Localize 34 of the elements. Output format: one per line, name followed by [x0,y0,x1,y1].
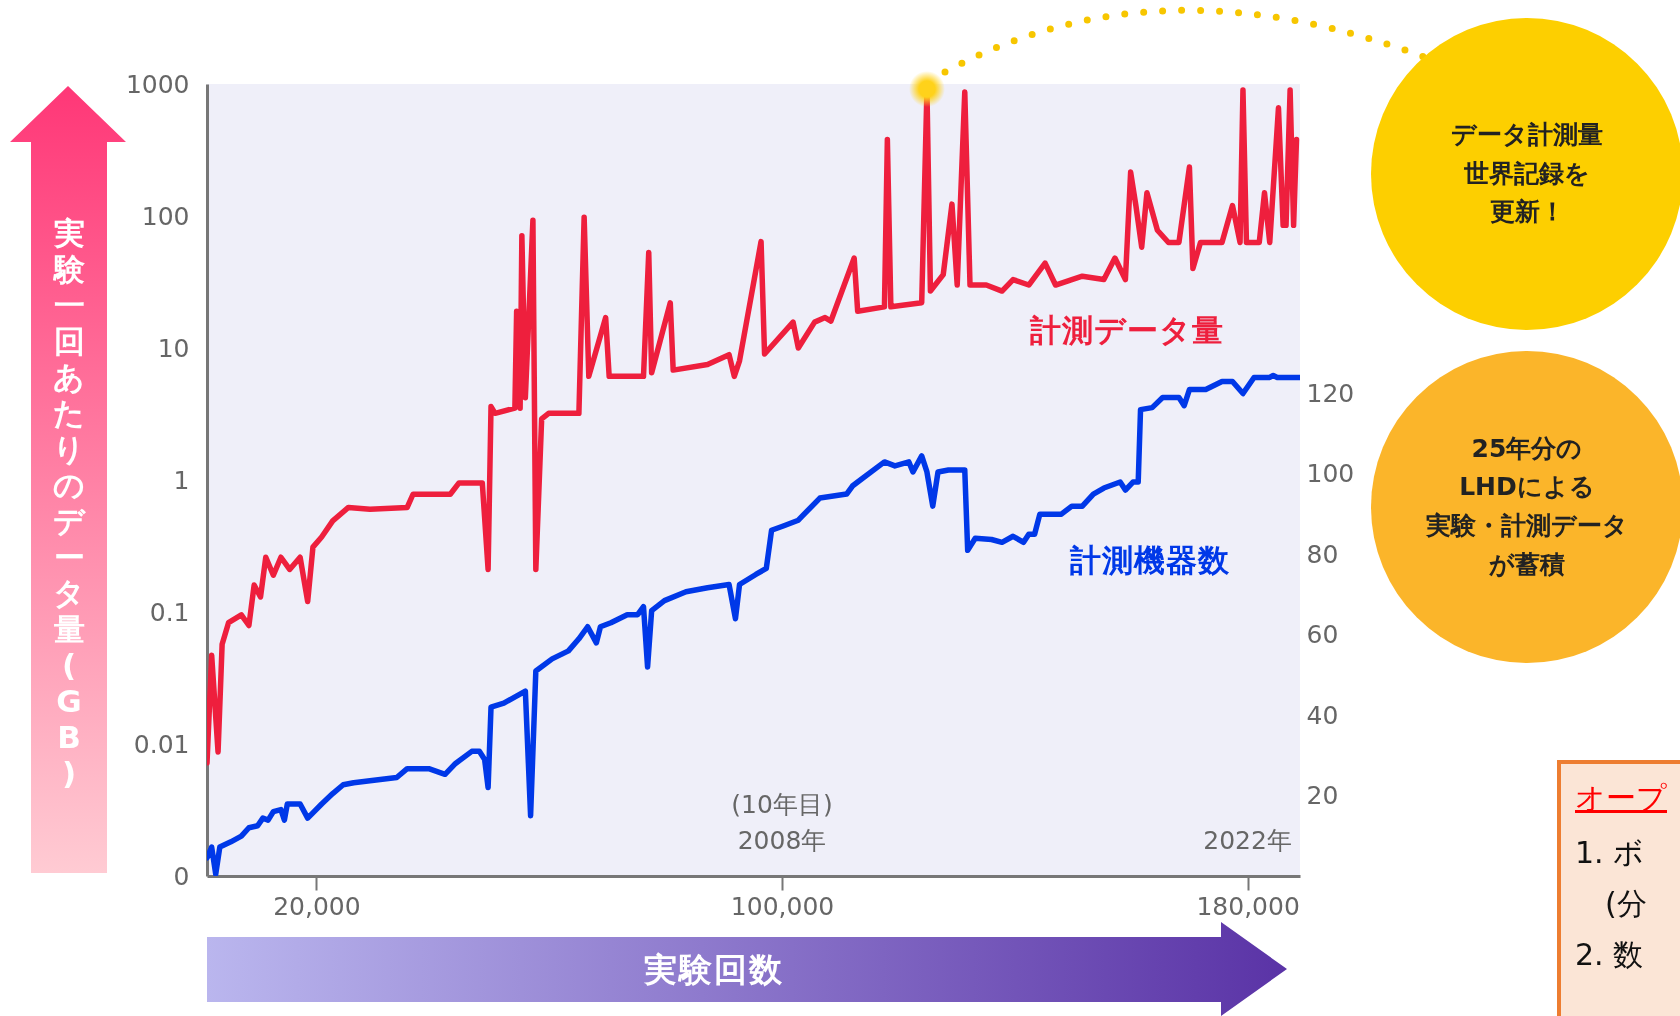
y2-tick-label: 60 [1306,620,1339,650]
series-label: 計測データ量 [1030,311,1224,350]
y2-tick-label: 20 [1306,781,1339,811]
y2-tick-label: 40 [1306,700,1339,730]
text: 実験・計測データ [1426,510,1628,542]
y2-tick-label: 80 [1306,539,1339,569]
text: オープ [1575,779,1668,817]
y-tick-label: 0.1 [149,597,190,627]
x-axis-title: 実験回数 [643,949,785,991]
y2-tick-label: 100 [1306,459,1355,489]
text: 実験一回あたりのデータ量(GB) [53,215,85,791]
series-label: 計測機器数 [1070,541,1230,580]
text: 世界記録を [1464,157,1590,190]
y-tick-label: 0 [173,861,190,891]
annotation: 2008年 [737,826,827,855]
text: (分 [1604,885,1648,923]
y2-tick-label: 120 [1306,379,1355,409]
text: データ計測量 [1451,118,1603,151]
x-tick-label: 100,000 [730,891,835,921]
text: 1. ボ [1575,834,1646,872]
y-tick-label: 1000 [125,69,190,99]
text: 25年分の [1471,432,1583,465]
text: LHDによる [1459,471,1595,504]
text: 更新！ [1489,196,1565,229]
text: 2. 数 [1575,936,1645,974]
annotation: (10年目) [731,790,833,819]
y-tick-label: 10 [157,333,190,363]
x-tick-label: 180,000 [1196,891,1300,921]
annotation: 2022年 [1203,826,1292,855]
y-tick-label: 1 [173,465,190,495]
x-tick-label: 20,000 [273,891,361,921]
y-tick-label: 0.01 [133,729,190,759]
text: が蓄積 [1489,548,1565,581]
y-tick-label: 100 [141,201,190,231]
